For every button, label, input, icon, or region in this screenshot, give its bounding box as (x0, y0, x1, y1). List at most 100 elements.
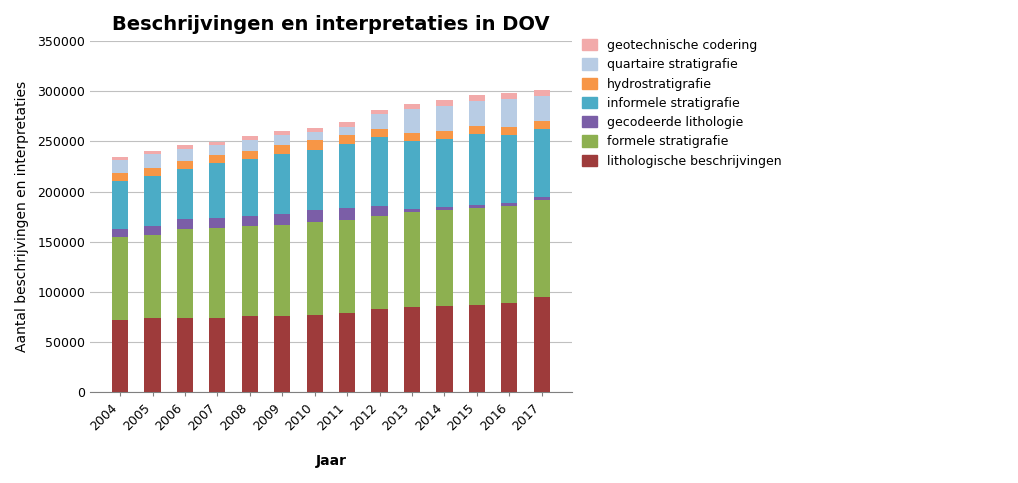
Bar (210, 218, 225, 228)
Bar (437, 306, 453, 392)
Bar (274, 154, 290, 214)
Bar (437, 106, 453, 131)
X-axis label: Jaar: Jaar (316, 454, 346, 468)
Bar (241, 158, 258, 216)
Bar (306, 141, 323, 150)
Bar (306, 132, 323, 141)
Bar (372, 114, 388, 129)
Bar (177, 318, 193, 392)
Bar (177, 160, 193, 169)
Bar (145, 154, 161, 168)
Bar (241, 151, 258, 158)
Bar (241, 216, 258, 226)
Bar (372, 216, 388, 309)
Bar (274, 316, 290, 392)
Bar (501, 93, 517, 99)
Bar (145, 168, 161, 176)
Bar (468, 95, 485, 101)
Bar (533, 121, 550, 129)
Bar (145, 318, 161, 392)
Bar (210, 155, 225, 163)
Bar (372, 129, 388, 138)
Bar (372, 309, 388, 392)
Title: Beschrijvingen en interpretaties in DOV: Beschrijvingen en interpretaties in DOV (112, 15, 550, 34)
Bar (210, 145, 225, 155)
Bar (437, 140, 453, 207)
Bar (339, 208, 355, 220)
Bar (501, 303, 517, 392)
Bar (404, 209, 420, 212)
Legend: geotechnische codering, quartaire stratigrafie, hydrostratigrafie, informele str: geotechnische codering, quartaire strati… (576, 34, 786, 172)
Bar (533, 96, 550, 121)
Bar (501, 135, 517, 203)
Bar (372, 138, 388, 206)
Bar (404, 109, 420, 133)
Bar (274, 145, 290, 154)
Bar (274, 225, 290, 316)
Bar (533, 129, 550, 197)
Bar (210, 163, 225, 218)
Bar (404, 142, 420, 209)
Bar (177, 219, 193, 229)
Bar (468, 208, 485, 305)
Bar (177, 169, 193, 219)
Bar (210, 318, 225, 392)
Bar (274, 214, 290, 225)
Bar (501, 128, 517, 135)
Bar (177, 145, 193, 148)
Bar (306, 315, 323, 392)
Bar (468, 305, 485, 392)
Bar (404, 133, 420, 142)
Bar (112, 320, 128, 392)
Bar (177, 229, 193, 318)
Bar (112, 172, 128, 181)
Bar (112, 156, 128, 159)
Bar (241, 226, 258, 316)
Bar (241, 316, 258, 392)
Bar (501, 99, 517, 128)
Bar (210, 142, 225, 145)
Bar (437, 100, 453, 106)
Bar (533, 197, 550, 199)
Bar (437, 131, 453, 140)
Bar (533, 297, 550, 392)
Bar (306, 128, 323, 132)
Bar (468, 134, 485, 205)
Bar (339, 220, 355, 313)
Bar (437, 210, 453, 306)
Bar (533, 199, 550, 297)
Bar (112, 181, 128, 229)
Bar (372, 206, 388, 216)
Bar (468, 205, 485, 208)
Bar (274, 135, 290, 145)
Bar (210, 228, 225, 318)
Bar (404, 104, 420, 109)
Bar (112, 237, 128, 320)
Bar (533, 90, 550, 96)
Bar (306, 210, 323, 222)
Bar (501, 206, 517, 303)
Bar (339, 128, 355, 135)
Bar (501, 203, 517, 206)
Bar (468, 127, 485, 134)
Bar (274, 131, 290, 135)
Bar (241, 137, 258, 141)
Bar (145, 226, 161, 235)
Bar (468, 101, 485, 127)
Bar (404, 212, 420, 307)
Bar (145, 176, 161, 226)
Bar (339, 122, 355, 128)
Bar (372, 111, 388, 114)
Bar (306, 150, 323, 210)
Bar (112, 159, 128, 172)
Y-axis label: Aantal beschrijvingen en interpretaties: Aantal beschrijvingen en interpretaties (15, 81, 29, 352)
Bar (177, 148, 193, 160)
Bar (241, 141, 258, 151)
Bar (339, 313, 355, 392)
Bar (306, 222, 323, 315)
Bar (437, 207, 453, 210)
Bar (145, 235, 161, 318)
Bar (112, 229, 128, 237)
Bar (339, 135, 355, 144)
Bar (404, 307, 420, 392)
